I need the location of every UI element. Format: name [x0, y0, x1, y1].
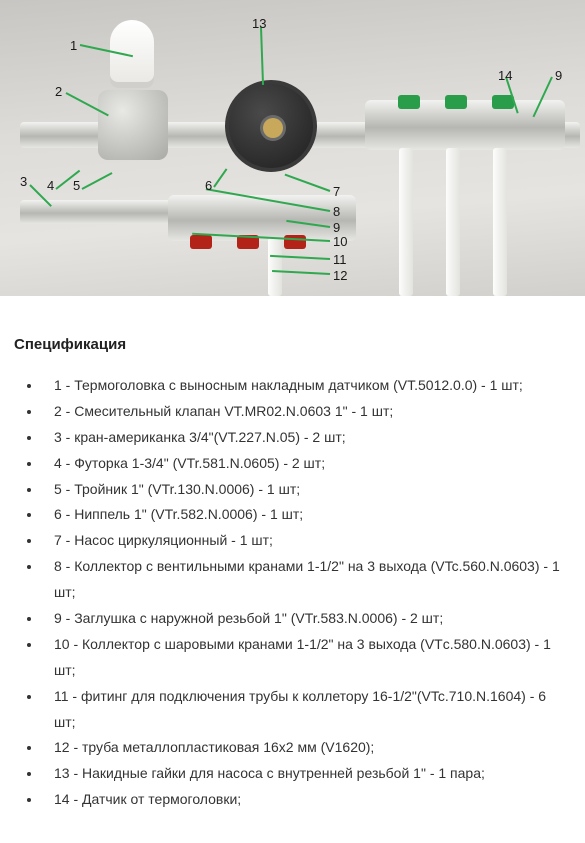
pin-label: 4: [47, 178, 54, 193]
pin-label: 9: [333, 220, 340, 235]
pin-label: 1: [70, 38, 77, 53]
mixing-valve: [98, 90, 168, 160]
spec-item: 8 - Коллектор с вентильными кранами 1-1/…: [42, 554, 571, 606]
spec-item: 10 - Коллектор с шаровыми кранами 1-1/2"…: [42, 632, 571, 684]
pin-label: 8: [333, 204, 340, 219]
pex-pipe: [268, 238, 282, 296]
circulation-pump: [225, 80, 317, 172]
pin-label: 5: [73, 178, 80, 193]
spec-item: 4 - Футорка 1-3/4" (VTr.581.N.0605) - 2 …: [42, 451, 571, 477]
spec-item: 13 - Накидные гайки для насоса с внутрен…: [42, 761, 571, 787]
valve-handle-red-icon: [190, 235, 212, 249]
spec-title: Спецификация: [14, 336, 571, 353]
spec-item: 9 - Заглушка с наружной резьбой 1" (VTr.…: [42, 606, 571, 632]
valve-handle-green-icon: [445, 95, 467, 109]
pin-label: 11: [333, 252, 347, 267]
leader-line: [260, 27, 264, 85]
spec-item: 3 - кран-американка 3/4"(VT.227.N.05) - …: [42, 425, 571, 451]
spec-item: 11 - фитинг для подключения трубы к колл…: [42, 684, 571, 736]
spec-item: 1 - Термоголовка с выносным накладным да…: [42, 373, 571, 399]
pin-label: 6: [205, 178, 212, 193]
spec-item: 5 - Тройник 1" (VTr.130.N.0006) - 1 шт;: [42, 477, 571, 503]
pin-label: 13: [252, 16, 266, 31]
spec-item: 12 - труба металлопластиковая 16х2 мм (V…: [42, 735, 571, 761]
pex-pipe: [399, 148, 413, 296]
pin-label: 2: [55, 84, 62, 99]
pin-label: 12: [333, 268, 347, 283]
specification-section: Спецификация 1 - Термоголовка с выносным…: [0, 296, 585, 843]
schematic-figure: 12345678991011121314: [0, 0, 585, 296]
valve-handle-green-icon: [398, 95, 420, 109]
leader-line: [213, 168, 227, 187]
spec-item: 2 - Смесительный клапан VT.MR02.N.0603 1…: [42, 399, 571, 425]
spec-list: 1 - Термоголовка с выносным накладным да…: [14, 373, 571, 813]
page-root: 12345678991011121314 Спецификация 1 - Те…: [0, 0, 585, 843]
pex-pipe: [493, 148, 507, 296]
spec-item: 7 - Насос циркуляционный - 1 шт;: [42, 528, 571, 554]
pex-pipe: [446, 148, 460, 296]
pin-label: 7: [333, 184, 340, 199]
leader-line: [285, 174, 331, 192]
spec-item: 6 - Ниппель 1" (VTr.582.N.0006) - 1 шт;: [42, 502, 571, 528]
spec-item: 14 - Датчик от термоголовки;: [42, 787, 571, 813]
leader-line: [82, 172, 113, 190]
pin-label: 10: [333, 234, 347, 249]
pin-label: 3: [20, 174, 27, 189]
pin-label: 14: [498, 68, 512, 83]
pin-label: 9: [555, 68, 562, 83]
